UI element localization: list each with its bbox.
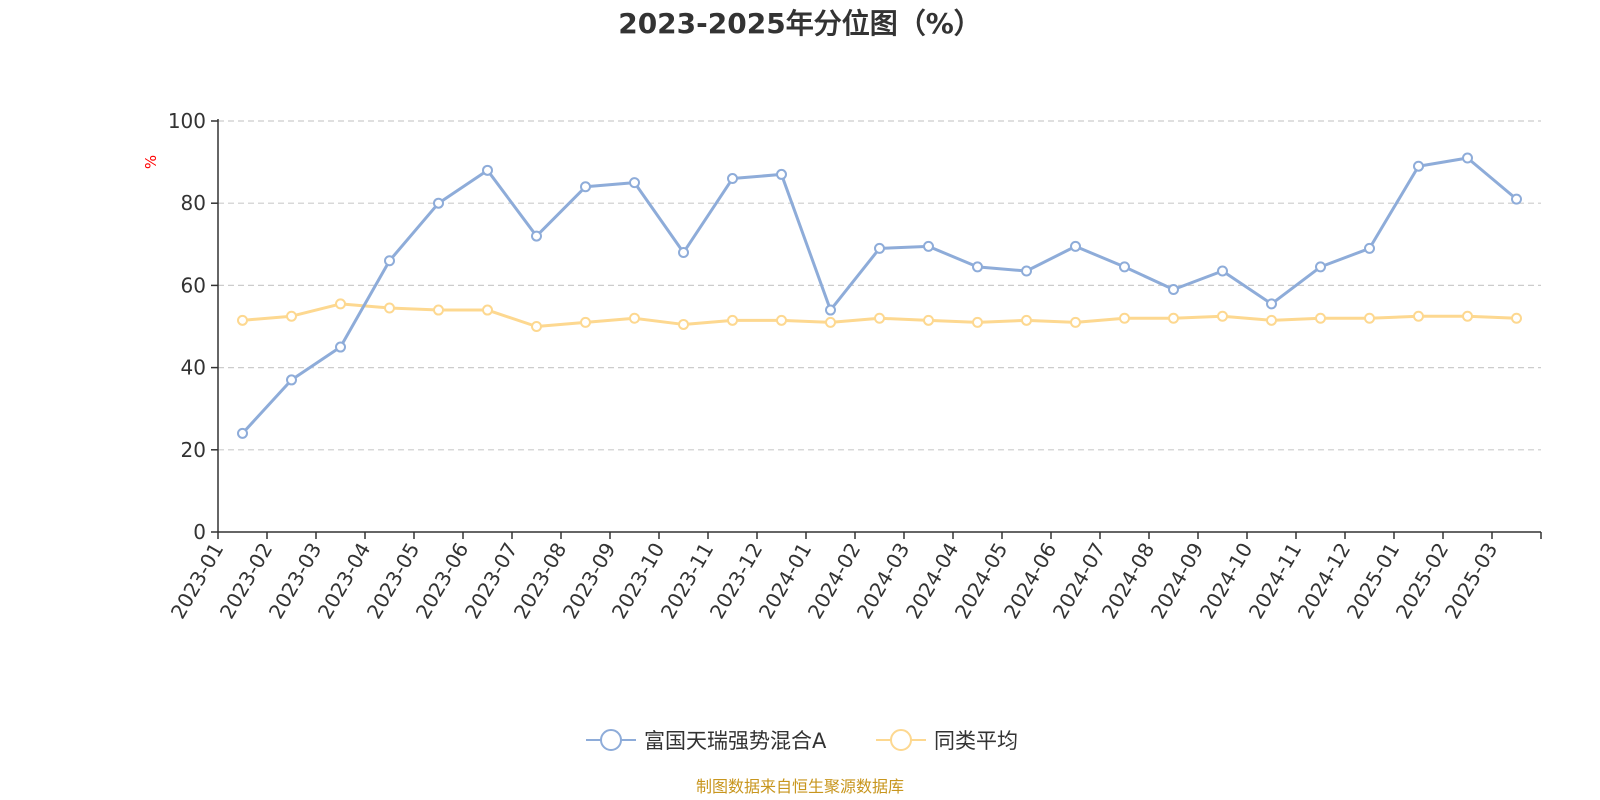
- data-point[interactable]: [1364, 242, 1375, 254]
- data-point[interactable]: [1315, 261, 1326, 273]
- legend[interactable]: 富国天瑞强势混合A 同类平均: [586, 729, 1018, 753]
- data-point[interactable]: [1217, 265, 1228, 277]
- data-point[interactable]: [678, 247, 689, 259]
- y-axis-unit: %: [142, 155, 160, 169]
- data-point[interactable]: [727, 173, 738, 185]
- data-point[interactable]: [1511, 312, 1522, 324]
- series-fund: [237, 152, 1522, 439]
- data-point[interactable]: [1462, 152, 1473, 164]
- data-point[interactable]: [1266, 298, 1277, 310]
- data-point[interactable]: [874, 312, 885, 324]
- data-point[interactable]: [1266, 314, 1277, 326]
- data-point[interactable]: [1021, 314, 1032, 326]
- data-point[interactable]: [1119, 312, 1130, 324]
- data-point[interactable]: [1462, 310, 1473, 322]
- data-point[interactable]: [335, 341, 346, 353]
- axes: 0204060801002023-012023-022023-032023-04…: [166, 109, 1542, 623]
- legend-marker: [890, 729, 912, 751]
- data-point[interactable]: [286, 310, 297, 322]
- data-point[interactable]: [874, 242, 885, 254]
- data-point[interactable]: [433, 304, 444, 316]
- data-point[interactable]: [1021, 265, 1032, 277]
- data-point[interactable]: [776, 314, 787, 326]
- data-point[interactable]: [1070, 316, 1081, 328]
- data-point[interactable]: [972, 316, 983, 328]
- data-point[interactable]: [482, 304, 493, 316]
- data-source-note: 制图数据来自恒生聚源数据库: [696, 777, 904, 796]
- data-point[interactable]: [678, 318, 689, 330]
- y-tick-label: 20: [181, 438, 206, 462]
- legend-label: 同类平均: [934, 729, 1018, 753]
- data-point[interactable]: [1119, 261, 1130, 273]
- data-point[interactable]: [1511, 193, 1522, 205]
- series-layer: [237, 152, 1522, 439]
- y-tick-label: 80: [181, 191, 206, 215]
- data-point[interactable]: [972, 261, 983, 273]
- grid-lines: [218, 120, 1541, 451]
- data-point[interactable]: [580, 316, 591, 328]
- data-point[interactable]: [237, 427, 248, 439]
- data-point[interactable]: [1315, 312, 1326, 324]
- legend-item[interactable]: 富国天瑞强势混合A: [586, 729, 827, 753]
- y-tick-label: 100: [168, 109, 206, 133]
- data-point[interactable]: [825, 316, 836, 328]
- series-line: [241, 156, 1518, 435]
- data-point[interactable]: [776, 168, 787, 180]
- chart-title: 2023-2025年分位图（%）: [618, 7, 982, 40]
- data-point[interactable]: [580, 181, 591, 193]
- data-point[interactable]: [237, 314, 248, 326]
- data-point[interactable]: [433, 197, 444, 209]
- data-point[interactable]: [384, 255, 395, 267]
- data-point[interactable]: [1364, 312, 1375, 324]
- data-point[interactable]: [1413, 310, 1424, 322]
- data-point[interactable]: [384, 302, 395, 314]
- data-point[interactable]: [1168, 312, 1179, 324]
- data-point[interactable]: [923, 240, 934, 252]
- y-tick-label: 60: [181, 273, 206, 297]
- data-point[interactable]: [727, 314, 738, 326]
- data-point[interactable]: [286, 374, 297, 386]
- series-average: [237, 298, 1522, 332]
- data-point[interactable]: [629, 177, 640, 189]
- data-point[interactable]: [1217, 310, 1228, 322]
- data-point[interactable]: [482, 164, 493, 176]
- data-point[interactable]: [335, 298, 346, 310]
- data-point[interactable]: [1413, 160, 1424, 172]
- y-tick-label: 40: [181, 356, 206, 380]
- legend-item[interactable]: 同类平均: [876, 729, 1018, 753]
- data-point[interactable]: [1070, 240, 1081, 252]
- data-point[interactable]: [531, 230, 542, 242]
- data-point[interactable]: [531, 321, 542, 332]
- data-point[interactable]: [1168, 284, 1179, 296]
- legend-label: 富国天瑞强势混合A: [644, 729, 827, 753]
- y-tick-label: 0: [193, 520, 206, 544]
- data-point[interactable]: [629, 312, 640, 324]
- data-point[interactable]: [923, 314, 934, 326]
- legend-marker: [600, 729, 622, 751]
- data-point[interactable]: [825, 304, 836, 316]
